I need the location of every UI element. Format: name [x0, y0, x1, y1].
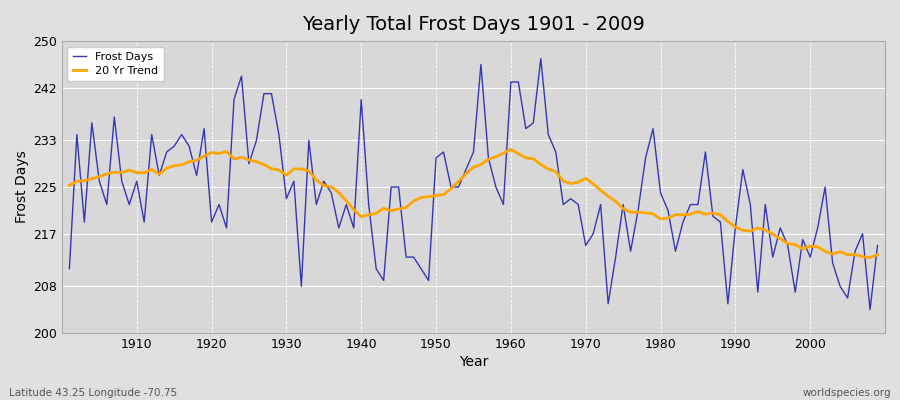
- 20 Yr Trend: [333, 190, 344, 195]
- Line: Frost Days: Frost Days: [69, 59, 878, 310]
- Line: 20 Yr Trend: 20 Yr Trend: [69, 149, 878, 258]
- Y-axis label: Frost Days: Frost Days: [15, 151, 29, 224]
- 20 Yr Trend: [603, 194, 614, 199]
- 20 Yr Trend: [124, 168, 135, 172]
- 20 Yr Trend: [498, 151, 508, 156]
- Frost Days: [64, 266, 75, 271]
- 20 Yr Trend: [289, 166, 300, 171]
- X-axis label: Year: Year: [459, 355, 488, 369]
- Frost Days: [333, 226, 344, 230]
- Text: worldspecies.org: worldspecies.org: [803, 388, 891, 398]
- 20 Yr Trend: [872, 252, 883, 257]
- Frost Days: [872, 243, 883, 248]
- Frost Days: [865, 307, 876, 312]
- Frost Days: [124, 202, 135, 207]
- Legend: Frost Days, 20 Yr Trend: Frost Days, 20 Yr Trend: [68, 47, 164, 81]
- Frost Days: [498, 202, 508, 207]
- Frost Days: [506, 80, 517, 84]
- Frost Days: [289, 179, 300, 184]
- 20 Yr Trend: [865, 255, 876, 260]
- Title: Yearly Total Frost Days 1901 - 2009: Yearly Total Frost Days 1901 - 2009: [302, 15, 645, 34]
- Frost Days: [536, 56, 546, 61]
- 20 Yr Trend: [506, 147, 517, 152]
- 20 Yr Trend: [513, 151, 524, 156]
- 20 Yr Trend: [64, 183, 75, 188]
- Frost Days: [603, 301, 614, 306]
- Text: Latitude 43.25 Longitude -70.75: Latitude 43.25 Longitude -70.75: [9, 388, 177, 398]
